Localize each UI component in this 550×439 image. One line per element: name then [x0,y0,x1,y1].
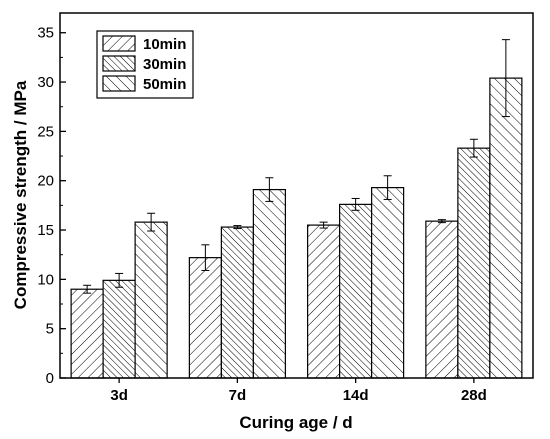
legend-label-30min: 30min [143,56,186,73]
bar-10min-7d [188,257,222,379]
y-tick-label: 25 [37,123,54,140]
bars-group [70,77,523,379]
x-axis: 3d 7d 14d 28d [110,378,487,404]
y-tick-label: 5 [46,321,54,338]
y-tick-label: 35 [37,25,54,42]
bar-30min-3d [102,279,136,379]
legend-label-50min: 50min [143,76,186,93]
y-axis-title: Compressive strength / MPa [11,80,30,309]
bar-50min-7d [252,188,286,379]
bar-30min-14d [339,203,373,379]
x-axis-title: Curing age / d [239,413,352,432]
legend-swatch-10min [102,35,136,52]
bar-10min-28d [425,220,459,379]
x-tick-label: 3d [110,387,128,404]
error-bars-group [83,39,510,294]
legend: 10min 30min 50min [96,30,194,99]
x-tick-label: 14d [343,387,369,404]
bar-30min-7d [220,226,254,379]
bar-10min-3d [70,288,104,379]
plot-frame [59,12,534,379]
y-tick-label: 10 [37,271,54,288]
bar-50min-28d [489,77,523,379]
y-tick-label: 20 [37,173,54,190]
legend-swatch-30min [102,55,136,72]
bar-50min-3d [134,221,168,379]
bar-50min-14d [371,187,405,379]
y-tick-label: 0 [46,370,54,387]
bar-30min-28d [457,147,491,379]
x-tick-label: 7d [229,387,247,404]
bar-10min-14d [307,224,341,379]
y-tick-label: 15 [37,222,54,239]
legend-swatch-50min [102,75,136,92]
x-tick-label: 28d [461,387,487,404]
legend-label-10min: 10min [143,36,186,53]
y-axis: 0 5 10 15 20 25 30 35 [37,25,66,387]
y-tick-label: 30 [37,74,54,91]
